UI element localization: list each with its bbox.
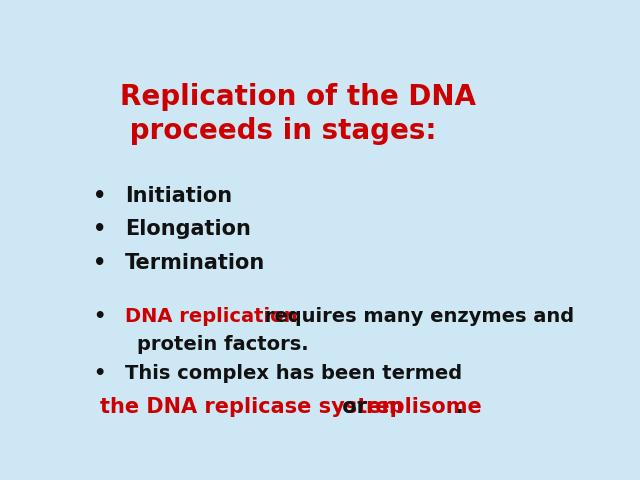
Text: •: • [93, 253, 106, 273]
Text: •: • [93, 364, 106, 383]
Text: replisome: replisome [365, 397, 482, 417]
Text: or: or [335, 397, 374, 417]
Text: This complex has been termed: This complex has been termed [125, 364, 462, 383]
Text: Elongation: Elongation [125, 219, 250, 240]
Text: the DNA replicase system: the DNA replicase system [100, 397, 403, 417]
Text: Termination: Termination [125, 253, 265, 273]
Text: Replication of the DNA
 proceeds in stages:: Replication of the DNA proceeds in stage… [120, 84, 476, 145]
Text: .: . [456, 397, 463, 417]
Text: protein factors.: protein factors. [137, 335, 308, 354]
Text: Initiation: Initiation [125, 186, 232, 206]
Text: •: • [93, 219, 106, 240]
Text: DNA replication: DNA replication [125, 307, 297, 326]
Text: •: • [93, 186, 106, 206]
Text: requires many enzymes and: requires many enzymes and [259, 307, 575, 326]
Text: •: • [93, 307, 106, 326]
